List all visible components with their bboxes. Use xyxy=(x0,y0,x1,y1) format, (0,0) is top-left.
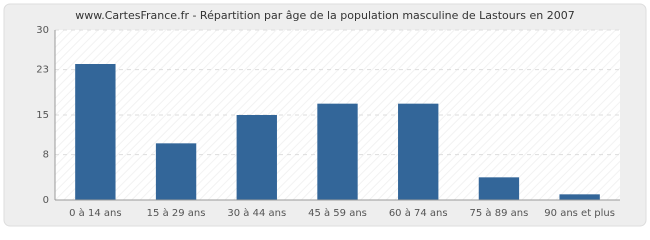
bar xyxy=(236,115,277,200)
bar xyxy=(559,194,600,200)
y-tick-label: 23 xyxy=(36,65,49,76)
bar xyxy=(155,143,197,200)
chart-title: www.CartesFrance.fr - Répartition par âg… xyxy=(75,9,574,22)
x-tick-label: 45 à 59 ans xyxy=(308,207,367,219)
x-tick-label: 15 à 29 ans xyxy=(147,207,206,219)
y-tick-label: 0 xyxy=(43,195,49,206)
y-tick-label: 30 xyxy=(36,25,49,36)
bar xyxy=(75,64,116,200)
y-tick-label: 15 xyxy=(36,110,49,121)
x-tick-label: 75 à 89 ans xyxy=(470,207,529,219)
x-tick-label: 0 à 14 ans xyxy=(69,207,121,219)
bar xyxy=(398,103,439,200)
x-tick-label: 90 ans et plus xyxy=(544,208,615,219)
y-tick-label: 8 xyxy=(43,150,49,161)
bar xyxy=(317,103,358,200)
x-tick-label: 60 à 74 ans xyxy=(389,207,448,219)
bar xyxy=(478,177,520,200)
chart: www.CartesFrance.fr - Répartition par âg… xyxy=(3,3,647,227)
x-tick-label: 30 à 44 ans xyxy=(227,207,286,219)
